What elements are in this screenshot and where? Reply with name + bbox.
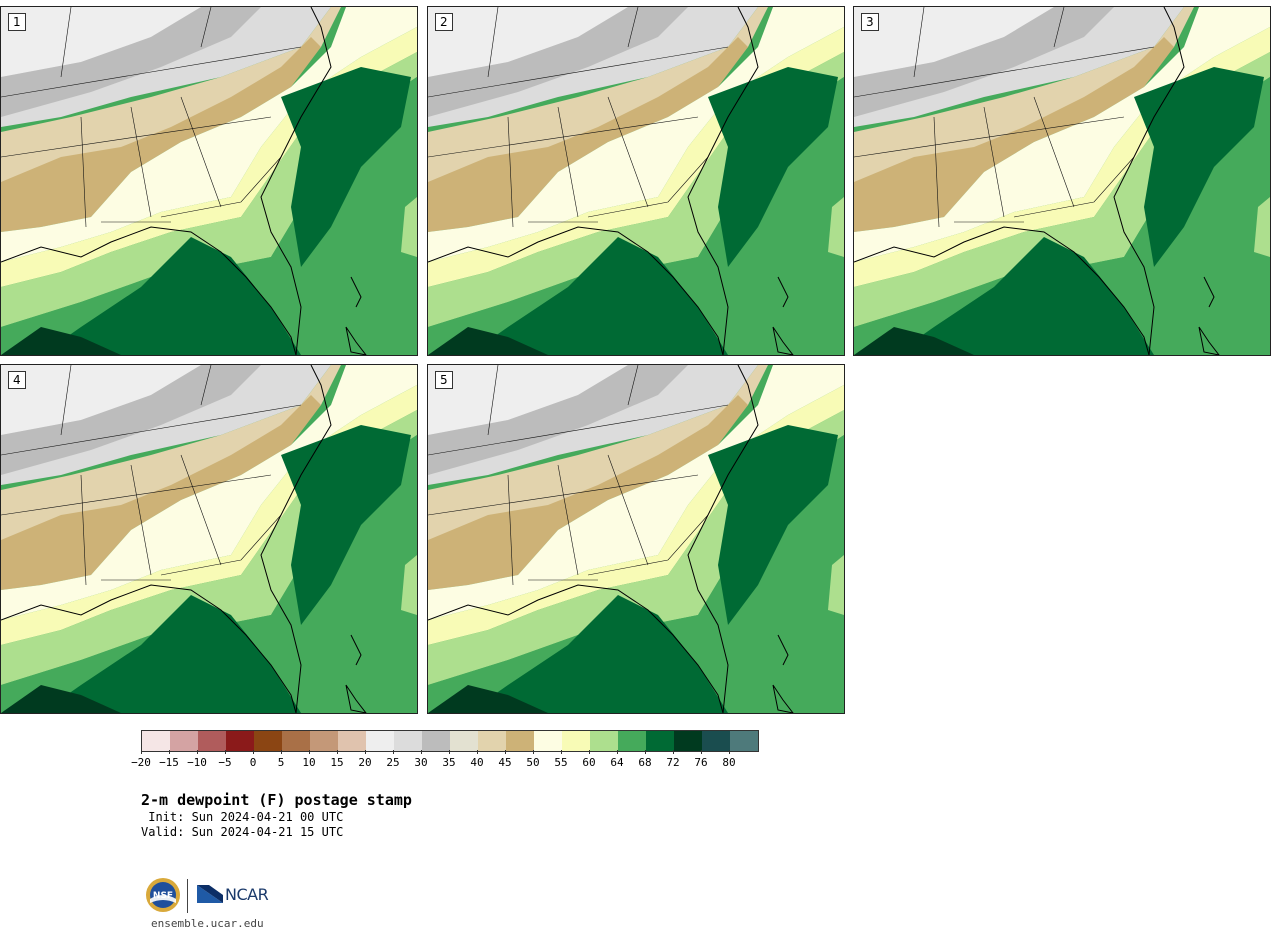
colorbar-tick — [561, 750, 562, 754]
panel-number-3: 3 — [861, 13, 879, 31]
colorbar-swatch — [198, 731, 226, 751]
colorbar-swatch — [142, 731, 170, 751]
colorbar-ticks: −20 −15 −10 −5 0 5 10 15 20 25 30 35 40 45 50 55 60 64 68 7… — [131, 750, 757, 772]
colorbar-tick — [477, 750, 478, 754]
colorbar-tick — [141, 750, 142, 754]
colorbar-swatch — [674, 731, 702, 751]
colorbar-tick — [533, 750, 534, 754]
colorbar-tick — [645, 750, 646, 754]
init-time: Init: Sun 2024-04-21 00 UTC — [141, 810, 344, 824]
logo-divider — [187, 879, 188, 913]
ncar-logo-icon — [197, 885, 223, 903]
colorbar-tick — [505, 750, 506, 754]
colorbar-tick — [365, 750, 366, 754]
colorbar-tick — [589, 750, 590, 754]
colorbar-swatch — [618, 731, 646, 751]
colorbar-swatch — [478, 731, 506, 751]
colorbar-tick — [253, 750, 254, 754]
valid-time: Valid: Sun 2024-04-21 15 UTC — [141, 825, 344, 839]
colorbar-swatch — [254, 731, 282, 751]
colorbar-tick — [421, 750, 422, 754]
colorbar-tick — [393, 750, 394, 754]
colorbar-tick-label: 35 — [442, 756, 456, 769]
colorbar-tick-label: 5 — [277, 756, 285, 769]
map-panel-2: 2 — [427, 6, 845, 356]
colorbar-tick-label: −20 — [131, 756, 151, 769]
colorbar-tick-label: 64 — [610, 756, 624, 769]
colorbar-tick-label: 72 — [666, 756, 680, 769]
colorbar-swatch — [338, 731, 366, 751]
colorbar-swatch — [226, 731, 254, 751]
panel-number-1: 1 — [8, 13, 26, 31]
colorbar-swatch — [702, 731, 730, 751]
colorbar-tick — [449, 750, 450, 754]
colorbar-tick-label: 60 — [582, 756, 596, 769]
colorbar-tick-label: 68 — [638, 756, 652, 769]
colorbar-swatch — [170, 731, 198, 751]
colorbar-swatch — [366, 731, 394, 751]
colorbar-tick — [197, 750, 198, 754]
colorbar-swatch — [310, 731, 338, 751]
ncar-logo: NCAR — [197, 882, 269, 906]
colorbar-tick — [673, 750, 674, 754]
colorbar-tick-label: −15 — [159, 756, 179, 769]
chart-title: 2-m dewpoint (F) postage stamp — [141, 791, 412, 809]
colorbar-tick-label: 40 — [470, 756, 484, 769]
dewpoint-map-2 — [428, 7, 844, 355]
colorbar-tick-label: 0 — [249, 756, 257, 769]
map-panel-1: 1 — [0, 6, 418, 356]
colorbar-tick-label: 10 — [302, 756, 316, 769]
site-url: ensemble.ucar.edu — [151, 917, 264, 930]
panel-number-2: 2 — [435, 13, 453, 31]
colorbar-swatch — [282, 731, 310, 751]
colorbar-swatch — [562, 731, 590, 751]
colorbar-tick — [337, 750, 338, 754]
colorbar-tick-label: 15 — [330, 756, 344, 769]
colorbar-tick-label: 45 — [498, 756, 512, 769]
colorbar-swatch — [394, 731, 422, 751]
colorbar-swatch — [730, 731, 758, 751]
dewpoint-map-1 — [1, 7, 417, 355]
colorbar-swatch — [450, 731, 478, 751]
map-panel-5: 5 — [427, 364, 845, 714]
colorbar-tick — [309, 750, 310, 754]
colorbar-swatch — [422, 731, 450, 751]
dewpoint-map-5 — [428, 365, 844, 713]
colorbar-swatch — [590, 731, 618, 751]
colorbar-tick-label: 76 — [694, 756, 708, 769]
colorbar-tick — [617, 750, 618, 754]
dewpoint-map-3 — [854, 7, 1270, 355]
colorbar-tick-label: 30 — [414, 756, 428, 769]
map-panel-3: 3 — [853, 6, 1271, 356]
colorbar-tick — [729, 750, 730, 754]
colorbar-tick — [281, 750, 282, 754]
panel-number-5: 5 — [435, 371, 453, 389]
colorbar-tick — [225, 750, 226, 754]
colorbar-tick-label: 80 — [722, 756, 736, 769]
colorbar-tick-label: 25 — [386, 756, 400, 769]
colorbar-swatch — [646, 731, 674, 751]
nsf-logo-icon: NSF — [146, 878, 180, 912]
colorbar-tick-label: −5 — [218, 756, 232, 769]
colorbar-swatch — [534, 731, 562, 751]
colorbar-tick-label: 55 — [554, 756, 568, 769]
colorbar-tick — [701, 750, 702, 754]
colorbar-tick-label: 20 — [358, 756, 372, 769]
map-panel-4: 4 — [0, 364, 418, 714]
colorbar-swatch — [506, 731, 534, 751]
colorbar-tick-label: −10 — [187, 756, 207, 769]
dewpoint-map-4 — [1, 365, 417, 713]
colorbar-tick — [169, 750, 170, 754]
panel-number-4: 4 — [8, 371, 26, 389]
dewpoint-colorbar — [141, 730, 759, 752]
ncar-logo-text: NCAR — [225, 884, 269, 904]
nsf-logo-text: NSF — [153, 891, 173, 901]
colorbar-tick-label: 50 — [526, 756, 540, 769]
